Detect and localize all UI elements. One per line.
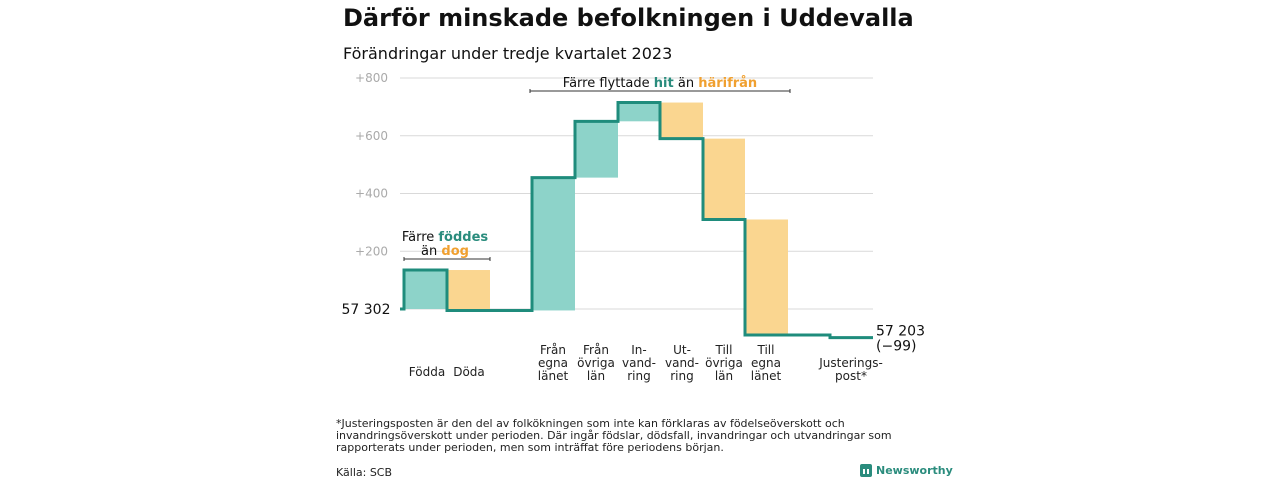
waterfall-chart: +200 +400 +600 +800 57 302 57 203(−99) Födda Dö… [342,71,926,383]
category-label-6-2: län [715,369,733,383]
category-label-8-1: post* [835,369,867,383]
category-label-8-0: Justerings- [818,356,883,370]
birth-annotation-line1: Färre föddes [402,230,489,245]
step-line [400,101,873,340]
category-label-3-0: Från [583,343,609,357]
y-tick-label-3: +800 [355,71,388,85]
category-label-7-2: länet [751,369,782,383]
y-tick-label-0: +200 [355,244,388,258]
category-label-0-0: Födda [409,365,445,379]
category-label-5-2: ring [670,369,694,383]
chart-subtitle: Förändringar under tredje kvartalet 2023 [343,44,673,63]
end-value-label: 57 203 [876,324,925,340]
bar-0 [404,270,447,309]
brand-logo[interactable]: Newsworthy [860,464,953,477]
category-label-4-1: vand- [622,356,656,370]
category-label-2-0: Från [540,343,566,357]
bar-1 [447,270,490,311]
bar-7 [745,219,788,335]
category-label-3-1: övriga [577,356,615,370]
migration-bracket [529,89,791,93]
source-label: Källa: SCB [336,466,393,479]
chart-title: Därför minskade befolkningen i Uddevalla [343,4,914,32]
bar-4 [618,102,660,122]
bar-5 [660,102,703,139]
category-label-1-0: Döda [453,365,485,379]
category-label-5-0: Ut- [673,343,691,357]
brand-name: Newsworthy [876,464,953,477]
category-label-6-1: övriga [705,356,743,370]
bar-chart-icon [860,464,872,477]
category-label-2-2: länet [538,369,569,383]
category-label-7-0: Till [757,343,775,357]
category-label-3-2: län [587,369,605,383]
category-label-5-1: vand- [665,356,699,370]
footnote: *Justeringsposten är den del av folkökni… [336,417,892,454]
y-tick-label-2: +600 [355,129,388,143]
migration-annotation: Färre flyttade hit än härifrån [563,76,757,91]
category-label-4-0: In- [631,343,646,357]
start-value-label: 57 302 [342,302,391,318]
birth-bracket [403,257,491,261]
end-change-label: (−99) [876,339,916,355]
bar-2 [532,177,575,311]
y-tick-label-1: +400 [355,187,388,201]
bar-3 [575,121,618,178]
category-label-7-1: egna [751,356,781,370]
bar-6 [703,138,745,220]
category-label-2-1: egna [538,356,568,370]
category-label-4-2: ring [627,369,651,383]
category-label-6-0: Till [715,343,733,357]
birth-annotation-line2: än dog [421,244,469,259]
